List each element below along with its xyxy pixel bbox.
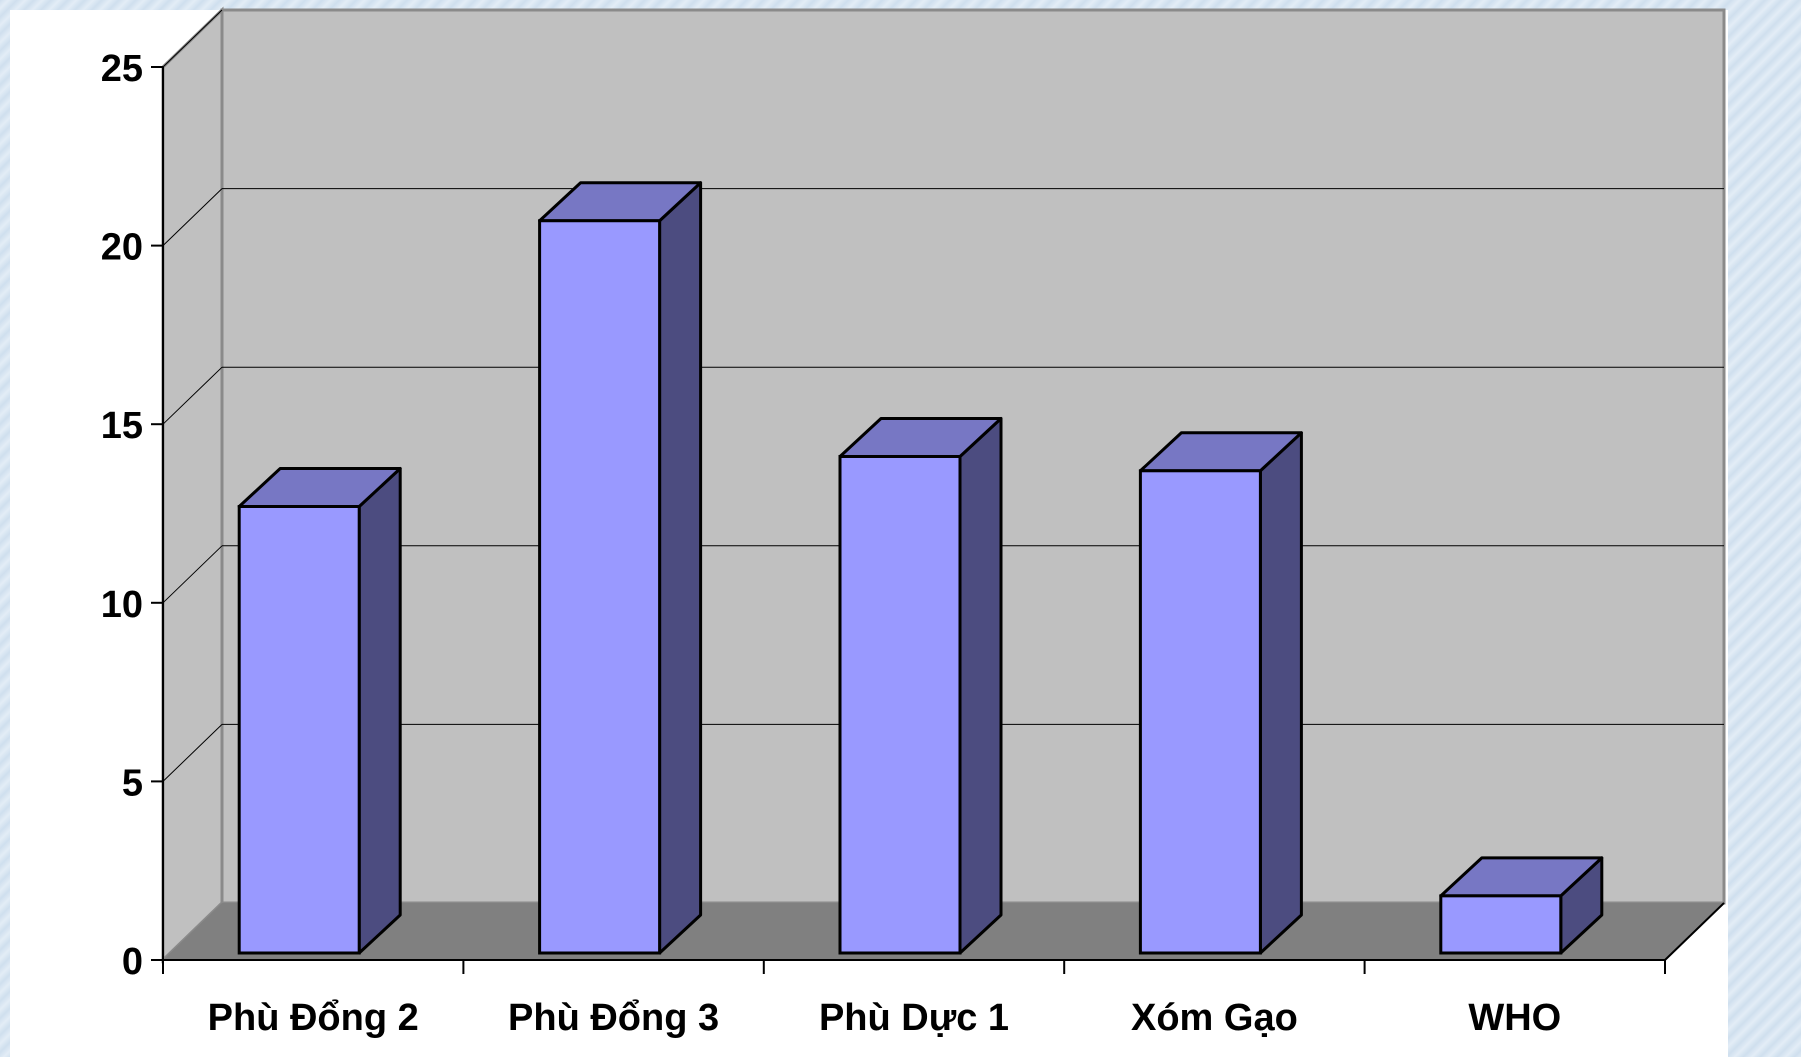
- bar: [838, 416, 1003, 955]
- axes: [151, 66, 1725, 974]
- y-tick-label: 25: [101, 48, 143, 90]
- bar-side: [658, 181, 703, 955]
- x-tick-labels: Phù Đổng 2 Phù Đổng 3 Phù Dực 1 Xóm Gạo WHO: [208, 997, 1562, 1039]
- x-tick-label: Phù Đổng 3: [508, 997, 719, 1039]
- bar: [1138, 431, 1303, 955]
- x-tick-label: WHO: [1468, 997, 1561, 1039]
- bar: [1439, 856, 1604, 955]
- bar-front: [838, 454, 962, 955]
- bar-front: [1138, 469, 1262, 955]
- gridlines: [162, 9, 1724, 782]
- y-tick-label: 15: [101, 405, 143, 447]
- x-tick-label: Phù Đổng 2: [208, 997, 419, 1039]
- y-tick-label: 5: [122, 762, 143, 804]
- bars: [237, 181, 1604, 955]
- bar-side: [357, 467, 402, 955]
- bar-side: [958, 416, 1003, 955]
- bar-front: [538, 219, 662, 955]
- bar-front: [237, 505, 361, 955]
- x-tick-label: Xóm Gạo: [1131, 997, 1298, 1039]
- gridline-side: [162, 366, 223, 425]
- gridline-side: [162, 545, 223, 604]
- side-wall: [161, 6, 224, 964]
- y-tick-labels: 0 5 10 15 20 25: [101, 48, 143, 983]
- y-tick-label: 20: [101, 227, 143, 269]
- bar: [538, 181, 703, 955]
- y-tick-label: 0: [122, 941, 143, 983]
- bar: [237, 467, 402, 955]
- x-tick-label: Phù Dực 1: [819, 997, 1009, 1039]
- gridline-side: [162, 9, 223, 68]
- y-tick-label: 10: [101, 584, 143, 626]
- gridline-side: [162, 724, 223, 782]
- x-axis-depth: [1664, 902, 1725, 961]
- bar-side: [1258, 431, 1303, 955]
- gridline-side: [162, 188, 223, 246]
- bar-front: [1439, 894, 1563, 955]
